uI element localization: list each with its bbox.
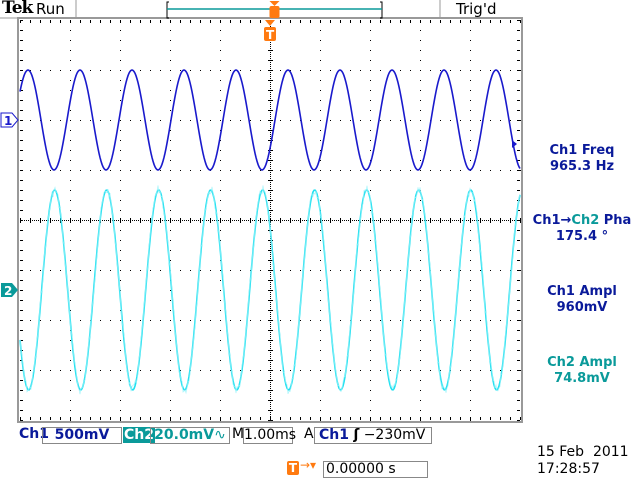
ch2-label[interactable]: Ch2 xyxy=(123,427,155,443)
ch1-waveform xyxy=(19,69,521,171)
trigger-position-bar[interactable] xyxy=(166,1,383,19)
ch1-label[interactable]: Ch1 xyxy=(19,426,49,442)
ch1-ground-marker[interactable]: 1 xyxy=(0,112,19,128)
timebase-label: M xyxy=(232,426,245,442)
arrow-to-trigger-icon: →▾ xyxy=(300,458,317,472)
measurement-label: Ch1→Ch2 Pha xyxy=(524,213,640,229)
ch2-ground-marker[interactable]: 2 xyxy=(1,283,18,298)
ch2-noise-envelope xyxy=(19,185,521,395)
measurement-value: 175.4 ° xyxy=(555,229,609,244)
ch1-marker-label: 1 xyxy=(4,114,12,128)
time: 17:28:57 xyxy=(537,461,600,477)
measurement-ch1-freq: Ch1 Freq 965.3 Hz xyxy=(524,143,640,175)
trigger-time-marker[interactable]: T xyxy=(264,20,276,42)
phase-label: Pha xyxy=(599,213,632,228)
datetime: 15 Feb 2011 17:28:57 xyxy=(537,444,629,478)
measurement-value: 74.8mV xyxy=(554,371,610,386)
trigger-position-value[interactable]: 0.00000 s xyxy=(323,461,428,478)
measurement-ch2-ampl: Ch2 Ampl 74.8mV xyxy=(524,355,640,387)
measurement-value: 965.3 Hz xyxy=(549,159,615,174)
trigger-level: −230mV xyxy=(363,427,426,443)
record-bracket xyxy=(166,1,383,19)
trigger-settings[interactable]: Ch1 ʃ −230mV xyxy=(314,427,432,444)
trigger-mode: A xyxy=(304,426,314,442)
measurement-label: Ch1 Ampl xyxy=(547,284,617,299)
ch2-scale[interactable]: 20.0mV∿ xyxy=(150,427,230,444)
trigger-source: Ch1 xyxy=(319,427,349,443)
trigger-pos-flag xyxy=(269,6,280,18)
ch2-scale-value: 20.0mV xyxy=(154,427,215,443)
arrow-icon: → xyxy=(560,213,572,228)
measurement-value: 960mV xyxy=(556,300,608,315)
ch1-scale[interactable]: 500mV xyxy=(42,427,122,444)
graticule-dots xyxy=(20,20,521,421)
phase-source-b: Ch2 xyxy=(571,213,600,228)
rising-edge-icon: ʃ xyxy=(353,427,360,443)
phase-source-a: Ch1 xyxy=(532,213,561,228)
date: 15 Feb 2011 xyxy=(537,444,629,460)
trigger-marker-label: T xyxy=(266,28,275,42)
trigger-position-icon: T xyxy=(287,461,299,475)
brand-logo: Tek xyxy=(2,0,33,18)
trigger-pos-arrow xyxy=(269,1,280,6)
acquisition-state: Run xyxy=(36,0,65,18)
trigger-status: Trig'd xyxy=(456,0,497,18)
measurement-ch1-ampl: Ch1 Ampl 960mV xyxy=(524,284,640,316)
trigger-level-marker[interactable] xyxy=(512,140,517,148)
ch2-marker-label: 2 xyxy=(4,284,12,298)
measurement-label: Ch1 Freq xyxy=(549,143,615,158)
graticule-grid xyxy=(20,20,521,421)
bandwidth-limit-icon: ∿ xyxy=(214,427,226,443)
measurement-label: Ch2 Ampl xyxy=(547,355,617,370)
measurement-phase: Ch1→Ch2 Pha 175.4 ° xyxy=(524,213,640,245)
timebase-value[interactable]: 1.00ms xyxy=(243,427,297,444)
